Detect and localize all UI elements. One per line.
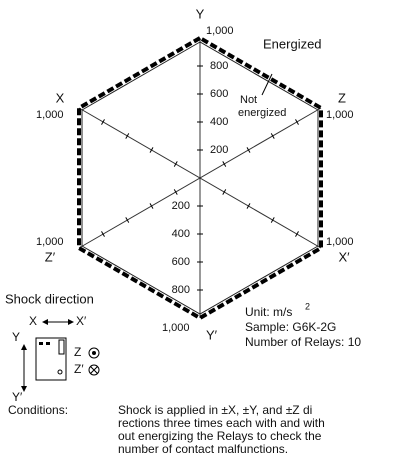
relay-pin (39, 342, 43, 345)
relay-pin (46, 342, 50, 345)
sample: Sample: G6K-2G (245, 320, 336, 334)
relay-label (58, 339, 65, 355)
conditions-line: Shock is applied in ±X, ±Y, and ±Z di (118, 403, 312, 417)
tick-mark (246, 203, 251, 209)
arrowhead (68, 319, 74, 325)
tick-mark (295, 231, 299, 237)
axis-end: 1,000 (162, 322, 190, 334)
in-symbol (88, 364, 100, 376)
tick-mark (295, 119, 299, 125)
tick-label: 400 (210, 116, 228, 128)
tick-mark (173, 189, 178, 195)
dir-label: X (29, 314, 37, 328)
out-symbol (88, 347, 100, 359)
legend-not-energized: Not (240, 94, 257, 106)
axis-name: Z′ (45, 249, 56, 264)
tick-mark (101, 119, 105, 125)
axis-end: 1,000 (36, 236, 64, 248)
out-symbol (92, 351, 96, 355)
axis-name: Y (196, 6, 205, 21)
axis-name: X′ (338, 249, 350, 264)
dir-label: Y′ (12, 390, 23, 404)
tick-label: 200 (210, 144, 228, 156)
not-energized-outline (81, 41, 319, 315)
tick-label: 800 (172, 284, 190, 296)
dir-label: Z′ (74, 362, 84, 376)
z-axis (78, 107, 322, 249)
arrowhead (21, 344, 27, 350)
tick-mark (149, 203, 154, 209)
tick-label: 800 (210, 60, 228, 72)
arrowhead (21, 386, 27, 392)
axis-end: 1,000 (326, 236, 354, 248)
dir-label: Y (12, 330, 20, 344)
unit: Unit: m/s (245, 305, 292, 319)
tick-mark (173, 161, 178, 167)
relays: Number of Relays: 10 (245, 335, 361, 349)
dir-label: Z (74, 345, 81, 359)
axis-end: 1,000 (206, 25, 234, 37)
arrowhead (42, 319, 48, 325)
tick-mark (101, 231, 105, 237)
tick-mark (222, 161, 227, 167)
relay-icon (35, 337, 67, 381)
conditions-line: rections three times each with and with (118, 416, 325, 430)
unit-exponent: 2 (305, 301, 310, 311)
tick-label: 200 (172, 200, 190, 212)
conditions-label: Conditions: (8, 403, 68, 417)
tick-mark (222, 189, 227, 195)
tick-label: 600 (172, 256, 190, 268)
dir-label: X′ (76, 314, 87, 328)
tick-mark (270, 217, 275, 223)
axis-end: 1,000 (326, 109, 354, 121)
pointer (261, 73, 273, 96)
tick-mark (125, 217, 130, 223)
tick-mark (149, 147, 154, 153)
conditions-line: out energizing the Relays to check the (118, 429, 322, 443)
axis-name: Y′ (206, 327, 218, 342)
tick-mark (246, 147, 251, 153)
legend-energized: Energized (263, 36, 322, 51)
axis-end: 1,000 (36, 109, 64, 121)
tick-mark (125, 133, 130, 139)
hexagon (77, 35, 323, 321)
relay-dot (57, 369, 63, 375)
axis-name: X (56, 90, 65, 105)
shock-title: Shock direction (5, 291, 94, 306)
tick-label: 400 (172, 228, 190, 240)
tick-label: 600 (210, 88, 228, 100)
in-symbol (90, 366, 98, 374)
legend-not-energized: energized (238, 107, 286, 119)
axis-name: Z (338, 90, 346, 105)
tick-mark (270, 133, 275, 139)
conditions-line: number of contact malfunctions. (118, 442, 288, 456)
